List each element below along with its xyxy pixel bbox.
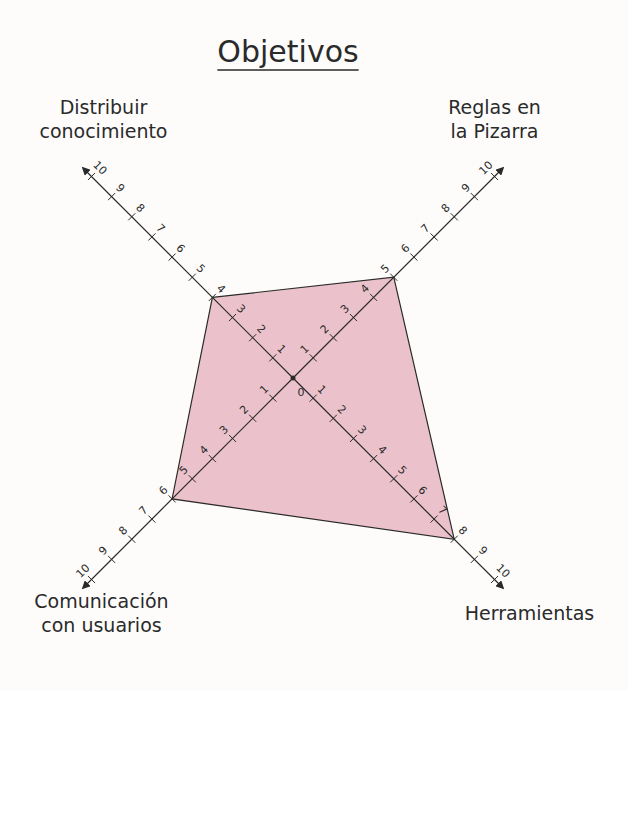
- tick-label: 4: [197, 443, 211, 457]
- tick: [209, 294, 216, 301]
- tick-label: 2: [237, 403, 251, 417]
- tick-label: 3: [234, 302, 248, 316]
- tick-label: 7: [153, 221, 167, 235]
- tick: [370, 455, 377, 462]
- tick-label: 2: [254, 322, 268, 336]
- tick: [451, 213, 458, 220]
- tick: [451, 536, 458, 543]
- tick: [410, 254, 417, 261]
- tick-label: 6: [157, 483, 171, 497]
- tick: [289, 374, 296, 381]
- tick-label: 8: [439, 201, 453, 215]
- chart: Objetivos0123456789101234567891012345678…: [0, 0, 628, 831]
- tick: [390, 274, 397, 281]
- tick: [148, 516, 155, 523]
- tick: [128, 213, 135, 220]
- category-label: Comunicacióncon usuarios: [34, 590, 168, 636]
- tick-label: 8: [133, 201, 147, 215]
- tick-label: 10: [493, 561, 512, 580]
- tick: [330, 334, 337, 341]
- tick-label: 5: [177, 463, 191, 477]
- tick-label: 3: [217, 423, 231, 437]
- tick: [310, 354, 317, 361]
- tick-label: 10: [90, 158, 109, 177]
- tick-label: 2: [318, 322, 332, 336]
- axis-line: [83, 168, 293, 378]
- tick-label: 9: [459, 181, 473, 195]
- tick: [108, 193, 115, 200]
- tick-label: 5: [194, 262, 208, 276]
- tick-label: 8: [116, 524, 130, 538]
- tick: [269, 395, 276, 402]
- tick: [491, 173, 498, 180]
- tick-label: 4: [375, 443, 389, 457]
- tick: [88, 576, 95, 583]
- axes: 0123456789101234567891012345678910123456…: [73, 158, 512, 588]
- category-label: Distribuirconocimiento: [39, 96, 167, 142]
- tick: [330, 415, 337, 422]
- axis-line: [293, 168, 503, 378]
- center-dot: [291, 376, 296, 381]
- tick: [128, 536, 135, 543]
- tick-label: 0: [298, 386, 305, 399]
- category-label: Reglas enla Pizarra: [448, 96, 541, 142]
- tick-label: 7: [419, 221, 433, 235]
- axis-line: [83, 378, 293, 588]
- tick: [229, 435, 236, 442]
- tick: [269, 354, 276, 361]
- tick: [350, 314, 357, 321]
- tick-label: 1: [298, 342, 312, 356]
- tick: [209, 455, 216, 462]
- radar-area: [172, 277, 454, 539]
- tick: [229, 314, 236, 321]
- tick: [471, 193, 478, 200]
- tick-label: 4: [358, 282, 372, 296]
- tick-label: 1: [257, 383, 271, 397]
- tick-label: 6: [415, 483, 429, 497]
- tick: [370, 294, 377, 301]
- tick-label: 5: [395, 463, 409, 477]
- category-label: Herramientas: [465, 602, 594, 624]
- tick: [249, 415, 256, 422]
- tick: [491, 576, 498, 583]
- tick: [169, 495, 176, 502]
- tick-label: 6: [173, 242, 187, 256]
- tick-label: 4: [214, 282, 228, 296]
- tick-label: 8: [456, 524, 470, 538]
- tick: [431, 233, 438, 240]
- tick: [88, 173, 95, 180]
- tick-label: 5: [378, 262, 392, 276]
- tick-label: 3: [338, 302, 352, 316]
- tick-label: 9: [476, 544, 490, 558]
- tick: [148, 233, 155, 240]
- tick: [310, 395, 317, 402]
- tick-label: 6: [398, 242, 412, 256]
- tick: [390, 475, 397, 482]
- tick-label: 7: [435, 504, 449, 518]
- tick-label: 2: [335, 403, 349, 417]
- tick-label: 9: [96, 544, 110, 558]
- title: Objetivos: [217, 34, 358, 69]
- tick-label: 10: [476, 158, 495, 177]
- tick: [471, 556, 478, 563]
- axis-line: [293, 378, 503, 588]
- tick-label: 1: [315, 383, 329, 397]
- tick: [410, 495, 417, 502]
- tick-label: 1: [274, 342, 288, 356]
- tick: [108, 556, 115, 563]
- paper: [0, 0, 628, 690]
- tick-label: 3: [355, 423, 369, 437]
- tick: [249, 334, 256, 341]
- tick: [350, 435, 357, 442]
- plot-area: [172, 277, 454, 539]
- tick-label: 7: [136, 504, 150, 518]
- tick-label: 10: [73, 561, 92, 580]
- tick: [431, 516, 438, 523]
- tick: [169, 254, 176, 261]
- tick: [189, 274, 196, 281]
- tick-label: 9: [113, 181, 127, 195]
- title-underline: [217, 69, 358, 71]
- tick: [189, 475, 196, 482]
